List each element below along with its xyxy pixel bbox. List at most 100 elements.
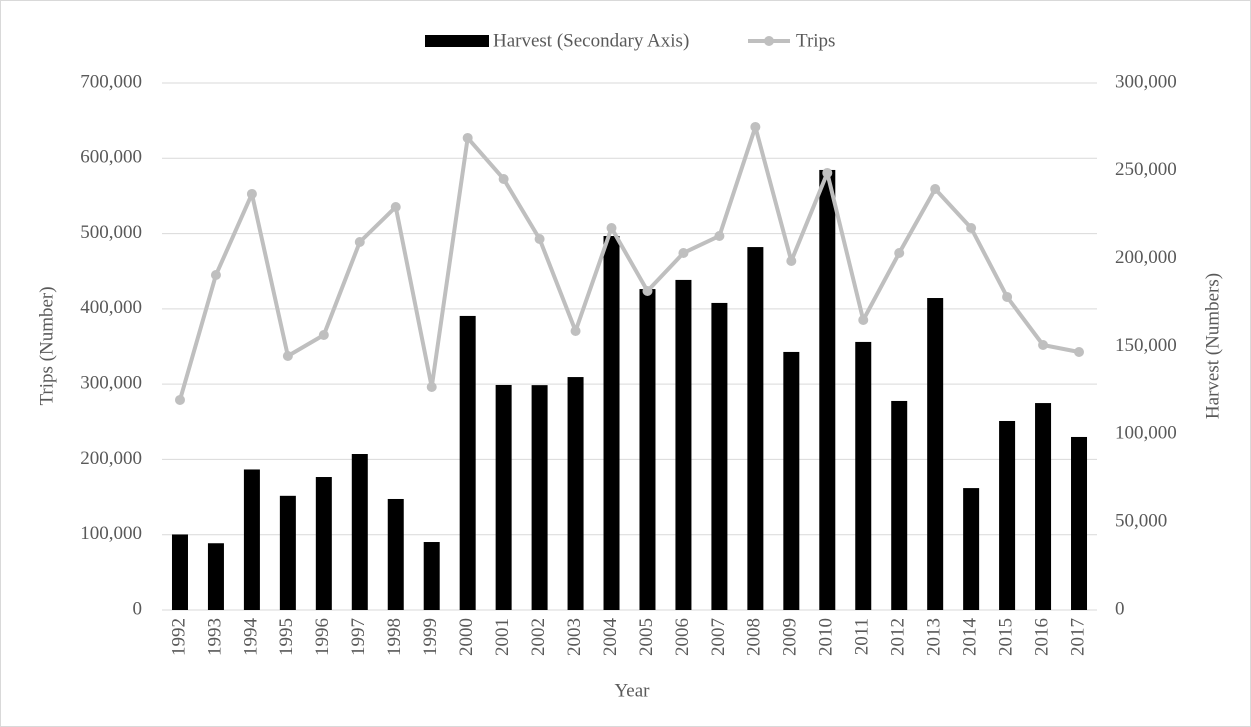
bar xyxy=(243,469,260,610)
bar xyxy=(783,351,800,610)
legend-label: Trips xyxy=(796,30,835,51)
y-tick-label: 300,000 xyxy=(80,373,142,394)
x-tick-label: 2017 xyxy=(1067,618,1088,656)
trips-marker xyxy=(318,329,329,340)
bar xyxy=(531,385,548,610)
x-tick-label: 1995 xyxy=(276,618,297,656)
y-tick-label: 100,000 xyxy=(80,523,142,544)
y2-axis-title: Harvest (Numbers) xyxy=(1202,273,1223,419)
x-tick-label: 2013 xyxy=(924,618,945,656)
bar xyxy=(459,315,476,610)
x-tick-label: 1996 xyxy=(312,618,333,656)
bar xyxy=(711,302,728,610)
bar xyxy=(495,384,512,610)
bar xyxy=(315,477,332,610)
legend-swatch xyxy=(425,35,489,47)
legend-label: Harvest (Secondary Axis) xyxy=(493,30,689,51)
y-axis-title: Trips (Number) xyxy=(36,286,57,405)
bar xyxy=(819,169,836,610)
bar xyxy=(423,542,440,610)
trips-marker xyxy=(174,394,185,405)
x-tick-label: 2012 xyxy=(888,618,909,656)
trips-marker xyxy=(858,314,869,325)
bar xyxy=(171,534,188,610)
y2-tick-label: 50,000 xyxy=(1115,511,1167,532)
bar xyxy=(387,498,404,610)
trips-marker xyxy=(714,230,725,241)
trips-marker xyxy=(786,255,797,266)
trips-marker xyxy=(1038,339,1049,350)
y2-tick-label: 200,000 xyxy=(1115,247,1177,268)
bar xyxy=(999,420,1016,610)
bar xyxy=(891,400,908,610)
y2-tick-label: 300,000 xyxy=(1115,71,1177,92)
x-tick-label: 2011 xyxy=(852,618,873,655)
trips-marker xyxy=(1002,291,1013,302)
trips-marker xyxy=(966,223,977,234)
trips-marker xyxy=(246,188,257,199)
trips-marker xyxy=(534,233,545,244)
bar xyxy=(963,488,980,610)
legend-swatch xyxy=(764,36,774,46)
trips-marker xyxy=(282,350,293,361)
trips-line xyxy=(178,124,1080,401)
bar xyxy=(639,289,656,610)
x-tick-label: 2010 xyxy=(816,618,837,656)
y-tick-label: 200,000 xyxy=(80,448,142,469)
x-tick-label: 2000 xyxy=(456,618,477,656)
x-tick-label: 2002 xyxy=(528,618,549,656)
x-tick-label: 2005 xyxy=(636,618,657,656)
x-tick-label: 1994 xyxy=(240,618,261,657)
trips-marker xyxy=(462,132,473,143)
x-tick-label: 1997 xyxy=(348,618,369,656)
trips-marker xyxy=(390,201,401,212)
x-tick-label: 2003 xyxy=(564,618,585,656)
bar xyxy=(927,298,944,610)
y2-tick-label: 0 xyxy=(1115,598,1125,619)
x-tick-label: 1998 xyxy=(384,618,405,656)
y2-tick-label: 250,000 xyxy=(1115,159,1177,180)
trips-marker xyxy=(822,167,833,178)
x-tick-label: 2015 xyxy=(995,618,1016,656)
trips-marker xyxy=(678,247,689,258)
x-tick-label: 2004 xyxy=(600,618,621,657)
bar xyxy=(279,495,296,610)
x-tick-label: 2009 xyxy=(780,618,801,656)
bar xyxy=(675,279,692,610)
x-tick-label: 2008 xyxy=(744,618,765,656)
trips-marker xyxy=(750,121,761,132)
x-axis-title: Year xyxy=(614,680,650,701)
y-tick-label: 700,000 xyxy=(80,71,142,92)
y2-tick-label: 100,000 xyxy=(1115,423,1177,444)
y-tick-label: 600,000 xyxy=(80,147,142,168)
x-tick-label: 1993 xyxy=(204,618,225,656)
x-tick-label: 2014 xyxy=(959,618,980,657)
trips-marker xyxy=(570,325,581,336)
trips-marker xyxy=(642,286,653,297)
bar xyxy=(747,247,764,610)
y-tick-label: 400,000 xyxy=(80,297,142,318)
bar xyxy=(855,341,872,610)
bar xyxy=(603,236,620,610)
bar xyxy=(1071,436,1088,610)
trips-marker xyxy=(354,237,365,248)
bar xyxy=(567,377,584,610)
y2-tick-label: 150,000 xyxy=(1115,335,1177,356)
trips-marker xyxy=(606,223,617,234)
bar xyxy=(207,543,224,610)
x-tick-label: 2007 xyxy=(708,618,729,656)
bar xyxy=(1035,403,1052,610)
y-tick-label: 0 xyxy=(133,598,143,619)
bar xyxy=(351,454,368,610)
trips-marker xyxy=(894,247,905,258)
y-tick-label: 500,000 xyxy=(80,222,142,243)
trips-marker xyxy=(930,184,941,195)
x-tick-label: 2006 xyxy=(672,618,693,656)
x-tick-label: 2001 xyxy=(492,618,513,656)
x-tick-label: 1999 xyxy=(420,618,441,656)
trips-marker xyxy=(498,173,509,184)
trips-marker xyxy=(210,269,221,280)
trips-marker xyxy=(426,382,437,393)
